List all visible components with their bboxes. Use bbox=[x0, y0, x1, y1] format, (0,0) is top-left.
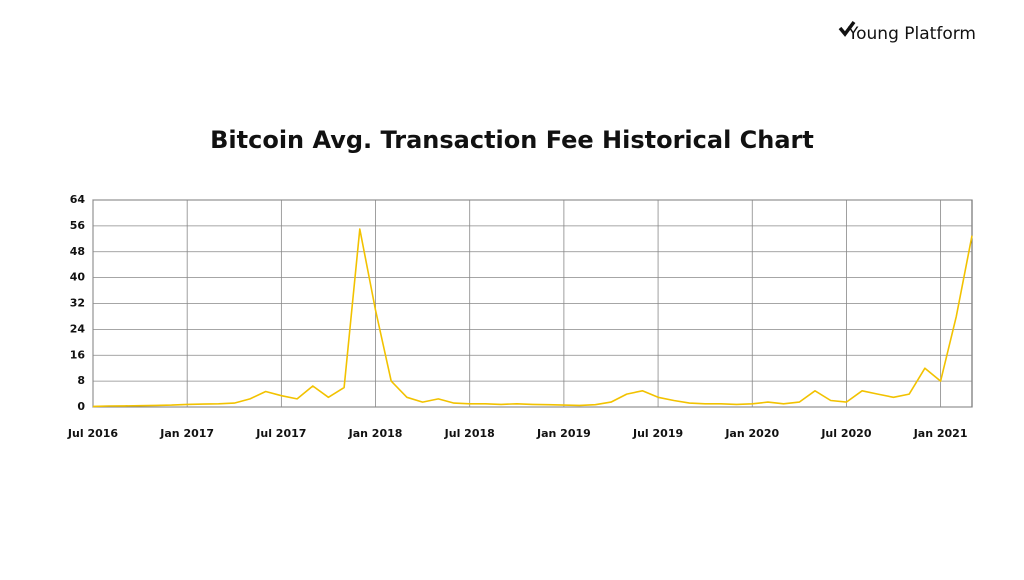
chart-title: Bitcoin Avg. Transaction Fee Historical … bbox=[210, 126, 814, 154]
x-tick-label: Jul 2018 bbox=[444, 427, 495, 440]
brand: Young Platform bbox=[847, 24, 976, 44]
x-tick-label: Jul 2019 bbox=[632, 427, 683, 440]
data-line bbox=[92, 228, 973, 408]
brand-icon bbox=[838, 20, 856, 37]
y-tick-label: 24 bbox=[70, 322, 86, 335]
y-tick-label: 64 bbox=[70, 193, 86, 206]
x-tick-label: Jul 2017 bbox=[255, 427, 306, 440]
x-tick-label: Jan 2021 bbox=[913, 427, 968, 440]
x-tick-label: Jan 2017 bbox=[159, 427, 214, 440]
x-tick-label: Jul 2020 bbox=[820, 427, 871, 440]
y-tick-label: 8 bbox=[77, 374, 85, 387]
x-tick-label: Jan 2020 bbox=[724, 427, 779, 440]
x-tick-label: Jan 2018 bbox=[348, 427, 403, 440]
x-tick-label: Jul 2016 bbox=[67, 427, 118, 440]
y-tick-label: 40 bbox=[70, 271, 86, 284]
y-tick-label: 48 bbox=[70, 245, 85, 258]
x-tick-label: Jan 2019 bbox=[536, 427, 591, 440]
y-tick-label: 56 bbox=[70, 219, 86, 232]
y-tick-label: 32 bbox=[70, 297, 85, 310]
y-tick-label: 0 bbox=[77, 400, 85, 413]
y-tick-label: 16 bbox=[70, 348, 86, 361]
